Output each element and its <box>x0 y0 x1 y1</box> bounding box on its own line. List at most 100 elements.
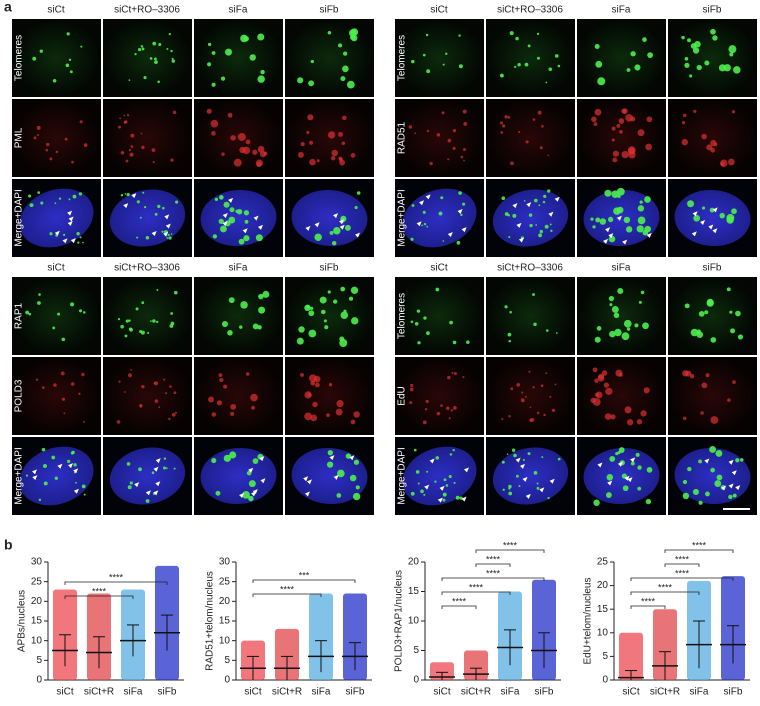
focus <box>614 328 622 337</box>
arrowhead <box>333 213 339 219</box>
data-range <box>275 628 299 680</box>
arrowhead <box>32 469 38 475</box>
focus <box>230 135 236 141</box>
focus <box>698 311 705 317</box>
arrowhead <box>68 216 74 222</box>
row-label: Merge+DAPI <box>397 447 408 505</box>
focus <box>329 230 334 235</box>
significance-bracket <box>441 605 477 609</box>
arrowhead <box>549 478 555 484</box>
focus <box>251 405 255 410</box>
focus <box>83 493 86 496</box>
significance-label: **** <box>486 568 501 578</box>
focus <box>512 213 517 218</box>
focus <box>538 204 541 207</box>
focus <box>129 328 133 332</box>
nucleus <box>19 188 94 248</box>
focus <box>700 411 704 415</box>
focus <box>328 383 333 387</box>
focus <box>693 109 697 113</box>
y-tick-label: 20 <box>408 557 420 568</box>
focus <box>524 395 527 398</box>
focus <box>37 301 41 305</box>
focus <box>71 160 74 164</box>
focus <box>353 459 360 465</box>
focus <box>640 410 647 417</box>
y-tick-label: 20 <box>31 596 43 607</box>
arrowhead <box>708 224 714 230</box>
focus <box>612 157 618 163</box>
significance-bracket <box>64 581 168 585</box>
x-tick-label: siCt+R <box>272 687 302 698</box>
focus <box>630 51 636 57</box>
focus <box>556 332 558 334</box>
arrowhead <box>354 232 360 238</box>
micrograph <box>285 357 374 435</box>
focus <box>79 120 83 124</box>
focus <box>147 331 150 334</box>
focus <box>152 41 157 46</box>
focus <box>681 138 688 146</box>
focus <box>533 470 538 475</box>
arrowhead <box>54 230 60 236</box>
focus <box>413 448 417 452</box>
y-tick-label: 5 <box>413 645 419 656</box>
focus <box>704 60 710 66</box>
focus <box>625 226 633 233</box>
arrowhead <box>516 222 522 228</box>
focus <box>74 481 77 484</box>
micrograph <box>103 19 192 97</box>
focus <box>617 451 621 455</box>
focus <box>227 112 233 118</box>
focus <box>515 36 519 41</box>
x-tick-label: siFa <box>124 687 143 698</box>
focus <box>128 319 131 322</box>
focus <box>458 34 461 37</box>
focus <box>420 489 424 494</box>
focus <box>729 52 734 57</box>
focus <box>539 229 543 234</box>
focus <box>248 480 256 488</box>
arrowhead <box>692 211 698 217</box>
arrowhead <box>73 468 79 474</box>
arrowhead <box>624 475 630 481</box>
focus <box>297 151 304 158</box>
focus <box>727 398 731 402</box>
focus <box>533 322 537 327</box>
focus <box>252 323 259 330</box>
significance-bracket <box>252 579 356 583</box>
arrowhead <box>461 496 467 502</box>
focus <box>339 339 348 347</box>
focus <box>504 115 508 119</box>
focus <box>645 498 652 505</box>
arrowhead <box>425 194 431 200</box>
focus <box>447 138 452 143</box>
row-label: POLD3 <box>14 379 25 412</box>
focus <box>141 301 145 305</box>
focus <box>83 143 88 147</box>
focus <box>712 35 718 41</box>
focus <box>310 306 314 310</box>
focus <box>528 370 531 373</box>
focus <box>218 373 223 377</box>
focus <box>331 241 337 246</box>
focus <box>442 492 447 497</box>
focus <box>449 453 453 456</box>
focus <box>117 317 121 321</box>
focus <box>129 481 133 485</box>
focus <box>130 145 134 148</box>
y-tick-label: 0 <box>602 675 608 686</box>
focus <box>710 416 719 424</box>
y-axis-label: EdU+telom/nucleus <box>583 578 594 665</box>
focus <box>537 110 542 115</box>
column-label: siFa <box>229 5 248 16</box>
arrowhead <box>306 479 312 485</box>
focus <box>435 287 440 292</box>
focus <box>544 224 549 229</box>
focus <box>423 493 426 496</box>
focus <box>221 152 225 156</box>
focus <box>32 56 37 61</box>
focus <box>604 189 612 197</box>
focus <box>141 145 145 150</box>
focus <box>229 451 237 459</box>
